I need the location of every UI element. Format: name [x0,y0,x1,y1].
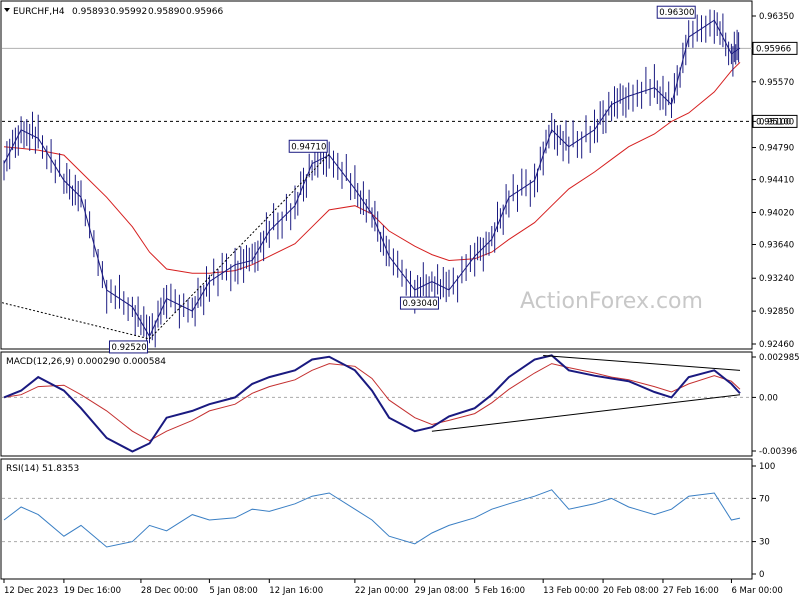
price-annotation-label: 0.94710 [291,142,326,152]
price-annotation-box [399,296,439,310]
price-y-tick-label: 0.92850 [759,307,794,317]
rsi-line [3,489,741,548]
x-tick-label: 5 Feb 16:00 [475,586,525,596]
price-annotation-box [108,340,148,354]
price-layer: 0.95100 0.95966 0.96300 0.94710 0.93040 0.925… [1,5,798,354]
macd-signal-line [3,363,741,442]
rsi-y-tick-label: 0 [759,570,764,580]
price-annotation-label: 0.96300 [659,8,694,18]
x-tick-label: 28 Dec 00:00 [141,586,198,596]
price-annotation-label: 0.92520 [111,343,146,353]
price-header: EURCHF,H4 0.95893 0.95992 0.95890 0.9596… [4,7,223,17]
x-tick-label: 22 Jan 00:00 [355,586,409,596]
macd-y-tick-label: 0.00 [759,393,778,403]
rsi-y-tick-label: 100 [759,462,775,472]
ohlc-high: 0.95992 [110,7,147,17]
ohlc-low: 0.95890 [148,7,185,17]
price-y-tick-label: 0.94410 [759,176,794,186]
price-y-tick-label: 0.94790 [759,144,794,154]
price-y-tick-label: 0.95570 [759,78,794,88]
rsi-label: RSI(14) 51.8353 [6,464,79,474]
price-y-tick-label: 0.94020 [759,208,794,218]
rsi-panel-frame [0,458,753,580]
axis-layer: 0.96350 0.95570 0.95100 0.94790 0.94410 0.940… [3,12,800,596]
x-tick-label: 19 Dec 16:00 [64,586,121,596]
watermark: ActionForex.com [520,289,703,314]
macd-main-line [3,354,741,453]
macd-resistance-line [543,354,741,371]
price-y-tick-label: 0.93640 [759,241,794,251]
trend-line-lower [1,302,150,340]
x-tick-label: 5 Jan 08:00 [209,586,257,596]
price-y-tick-label: 0.93240 [759,274,794,284]
macd-label: MACD(12,26,9) 0.000290 0.000584 [6,357,166,367]
x-tick-label: 27 Feb 16:00 [663,586,719,596]
symbol-label: EURCHF,H4 [13,7,65,17]
dropdown-arrow-icon [4,8,10,12]
macd-panel-frame [0,351,753,457]
current-price-box [752,41,798,55]
price-annotation-box [288,139,328,153]
x-tick-label: 29 Jan 08:00 [415,586,469,596]
price-annotation-box [656,5,696,19]
trend-line-rise [149,153,330,340]
x-tick-label: 13 Feb 00:00 [543,586,599,596]
macd-y-tick-label: -0.00396 [759,447,797,457]
macd-y-tick-label: 0.002985 [759,353,800,363]
price-annotation-label: 0.93040 [402,299,437,309]
rsi-layer [2,489,752,548]
macd-layer [2,354,752,453]
price-panel-frame [0,0,753,350]
rsi-y-tick-label: 70 [759,494,770,504]
macd-support-line [431,394,741,432]
moving-average-line [3,62,741,274]
x-tick-label: 12 Dec 2023 [4,586,58,596]
x-tick-label: 20 Feb 08:00 [603,586,659,596]
price-y-tick-label: 0.92460 [759,340,794,350]
level-price-label: 0.95100 [756,117,791,127]
price-y-tick-label: 0.96350 [759,12,794,22]
price-close-line [3,19,741,338]
x-tick-label: 12 Jan 16:00 [269,586,323,596]
ohlc-close: 0.95966 [186,7,223,17]
ohlc-open: 0.95893 [72,7,109,17]
rsi-y-tick-label: 30 [759,538,770,548]
price-y-tick-label: 0.95100 [759,117,794,127]
x-tick-label: 6 Mar 00:00 [731,586,782,596]
current-price-label: 0.95966 [756,44,791,54]
